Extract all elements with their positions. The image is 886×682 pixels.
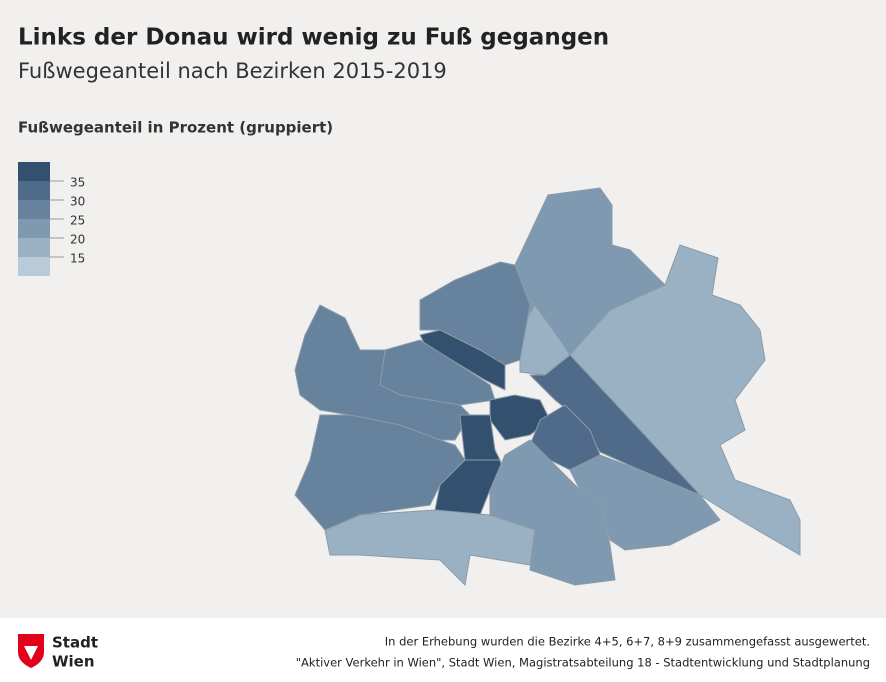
legend-label: 30 (70, 195, 85, 209)
district (419, 261, 531, 366)
legend: 35 30 25 20 15 (18, 162, 85, 276)
footer-band (0, 618, 886, 682)
district (569, 244, 801, 556)
district (434, 459, 506, 516)
district (324, 509, 536, 587)
logo-text: Wien (52, 653, 95, 671)
legend-label: 25 (70, 214, 85, 228)
district (294, 414, 466, 531)
subtitle: Fußwegeanteil nach Bezirken 2015-2019 (18, 59, 447, 83)
legend-swatch (18, 162, 50, 181)
title: Links der Donau wird wenig zu Fuß gegang… (18, 25, 609, 51)
legend-swatch (18, 219, 50, 238)
legend-title: Fußwegeanteil in Prozent (gruppiert) (18, 119, 333, 137)
legend-swatch (18, 181, 50, 200)
legend-label: 35 (70, 176, 85, 190)
map (294, 187, 801, 587)
footer-note: "Aktiver Verkehr in Wien", Stadt Wien, M… (296, 656, 870, 670)
logo-text: Stadt (52, 634, 98, 652)
legend-swatch (18, 257, 50, 276)
legend-swatch (18, 200, 50, 219)
district (294, 304, 471, 441)
legend-swatch (18, 238, 50, 257)
legend-label: 15 (70, 252, 85, 266)
footer-note: In der Erhebung wurden die Bezirke 4+5, … (385, 635, 870, 649)
logo-mark (24, 646, 38, 660)
legend-label: 20 (70, 233, 85, 247)
